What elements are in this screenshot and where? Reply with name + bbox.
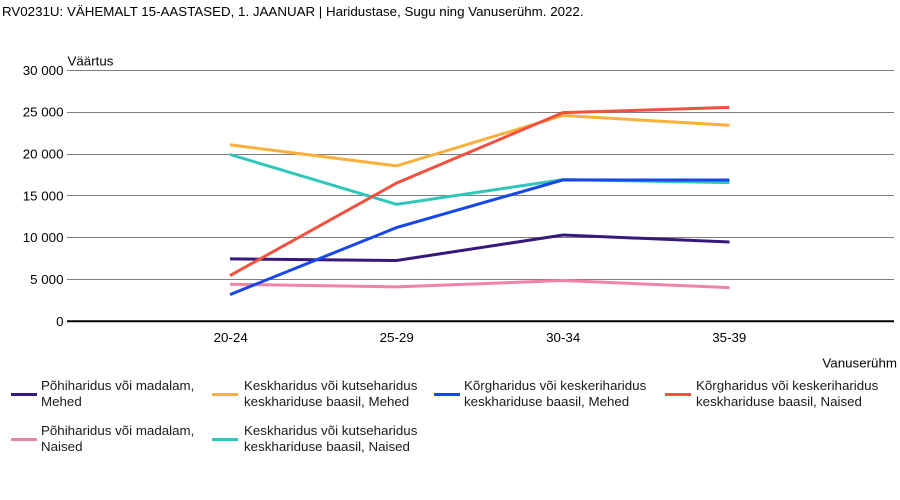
- svg-text:5 000: 5 000: [30, 272, 63, 287]
- svg-text:20-24: 20-24: [214, 330, 249, 345]
- svg-text:25 000: 25 000: [23, 105, 64, 120]
- svg-text:0: 0: [56, 314, 63, 329]
- svg-text:35-39: 35-39: [712, 330, 746, 345]
- svg-text:25-29: 25-29: [380, 330, 414, 345]
- svg-text:30 000: 30 000: [23, 63, 64, 78]
- svg-text:Väärtus: Väärtus: [68, 53, 114, 68]
- svg-text:Vanuserühm: Vanuserühm: [822, 356, 897, 371]
- svg-text:15 000: 15 000: [23, 188, 64, 203]
- svg-text:10 000: 10 000: [23, 230, 64, 245]
- svg-text:30-34: 30-34: [546, 330, 581, 345]
- svg-text:20 000: 20 000: [23, 147, 64, 162]
